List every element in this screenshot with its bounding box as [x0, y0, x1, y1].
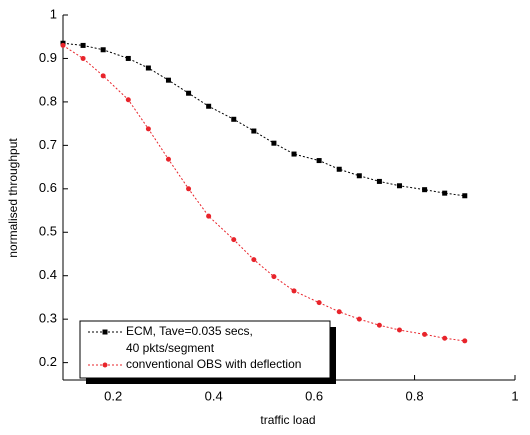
point	[316, 300, 322, 306]
point	[100, 73, 106, 79]
point	[356, 316, 362, 322]
x-tick-label: 0.8	[406, 388, 424, 403]
point	[291, 288, 297, 294]
y-tick-label: 0.2	[39, 354, 57, 369]
y-tick-label: 1	[50, 6, 57, 21]
point	[271, 274, 277, 280]
legend-label-line: ECM, Tave=0.035 secs,	[126, 324, 253, 338]
y-tick-label: 0.4	[39, 267, 57, 282]
legend	[79, 320, 331, 379]
point	[376, 178, 382, 184]
point	[422, 331, 428, 337]
point	[376, 322, 382, 328]
point	[186, 186, 192, 192]
point	[291, 151, 297, 157]
x-tick-label: 0.4	[205, 388, 223, 403]
point	[251, 257, 257, 263]
point	[231, 116, 237, 122]
x-tick-label: 0.6	[305, 388, 323, 403]
point	[336, 309, 342, 315]
legend-label: ECM, Tave=0.035 secs, 40 pkts/segment	[126, 324, 253, 355]
point	[60, 42, 66, 48]
legend-marker	[102, 362, 108, 368]
point	[462, 193, 468, 199]
point	[165, 156, 171, 162]
y-axis-title: normalised throughput	[6, 138, 20, 258]
point	[396, 183, 402, 189]
y-tick-label: 0.3	[39, 311, 57, 326]
y-tick-label: 0.8	[39, 93, 57, 108]
point	[80, 42, 86, 48]
point	[125, 97, 131, 103]
point	[316, 158, 322, 164]
point	[186, 90, 192, 96]
point	[271, 140, 277, 146]
point	[100, 47, 106, 53]
point	[145, 65, 151, 71]
point	[336, 166, 342, 172]
point	[165, 77, 171, 83]
point	[396, 327, 402, 333]
point	[206, 213, 212, 219]
point	[145, 126, 151, 132]
series-line	[62, 44, 465, 342]
point	[251, 128, 257, 134]
x-tick-label: 0.2	[104, 388, 122, 403]
x-tick-label: 1	[511, 388, 518, 403]
point	[442, 335, 448, 341]
y-tick-label: 0.7	[39, 137, 57, 152]
legend-label-line: 40 pkts/segment	[126, 341, 215, 355]
point	[442, 190, 448, 196]
y-tick-label: 0.6	[39, 180, 57, 195]
y-tick-label: 0.9	[39, 50, 57, 65]
y-tick-label: 0.5	[39, 224, 57, 239]
legend-marker	[102, 329, 108, 335]
point	[80, 55, 86, 61]
series-line	[62, 42, 465, 197]
point	[462, 338, 468, 344]
point	[206, 103, 212, 109]
legend-label: conventional OBS with deflection	[126, 357, 301, 371]
point	[231, 237, 237, 243]
point	[356, 173, 362, 179]
point	[422, 187, 428, 193]
x-axis-title: traffic load	[260, 413, 315, 427]
point	[125, 55, 131, 61]
